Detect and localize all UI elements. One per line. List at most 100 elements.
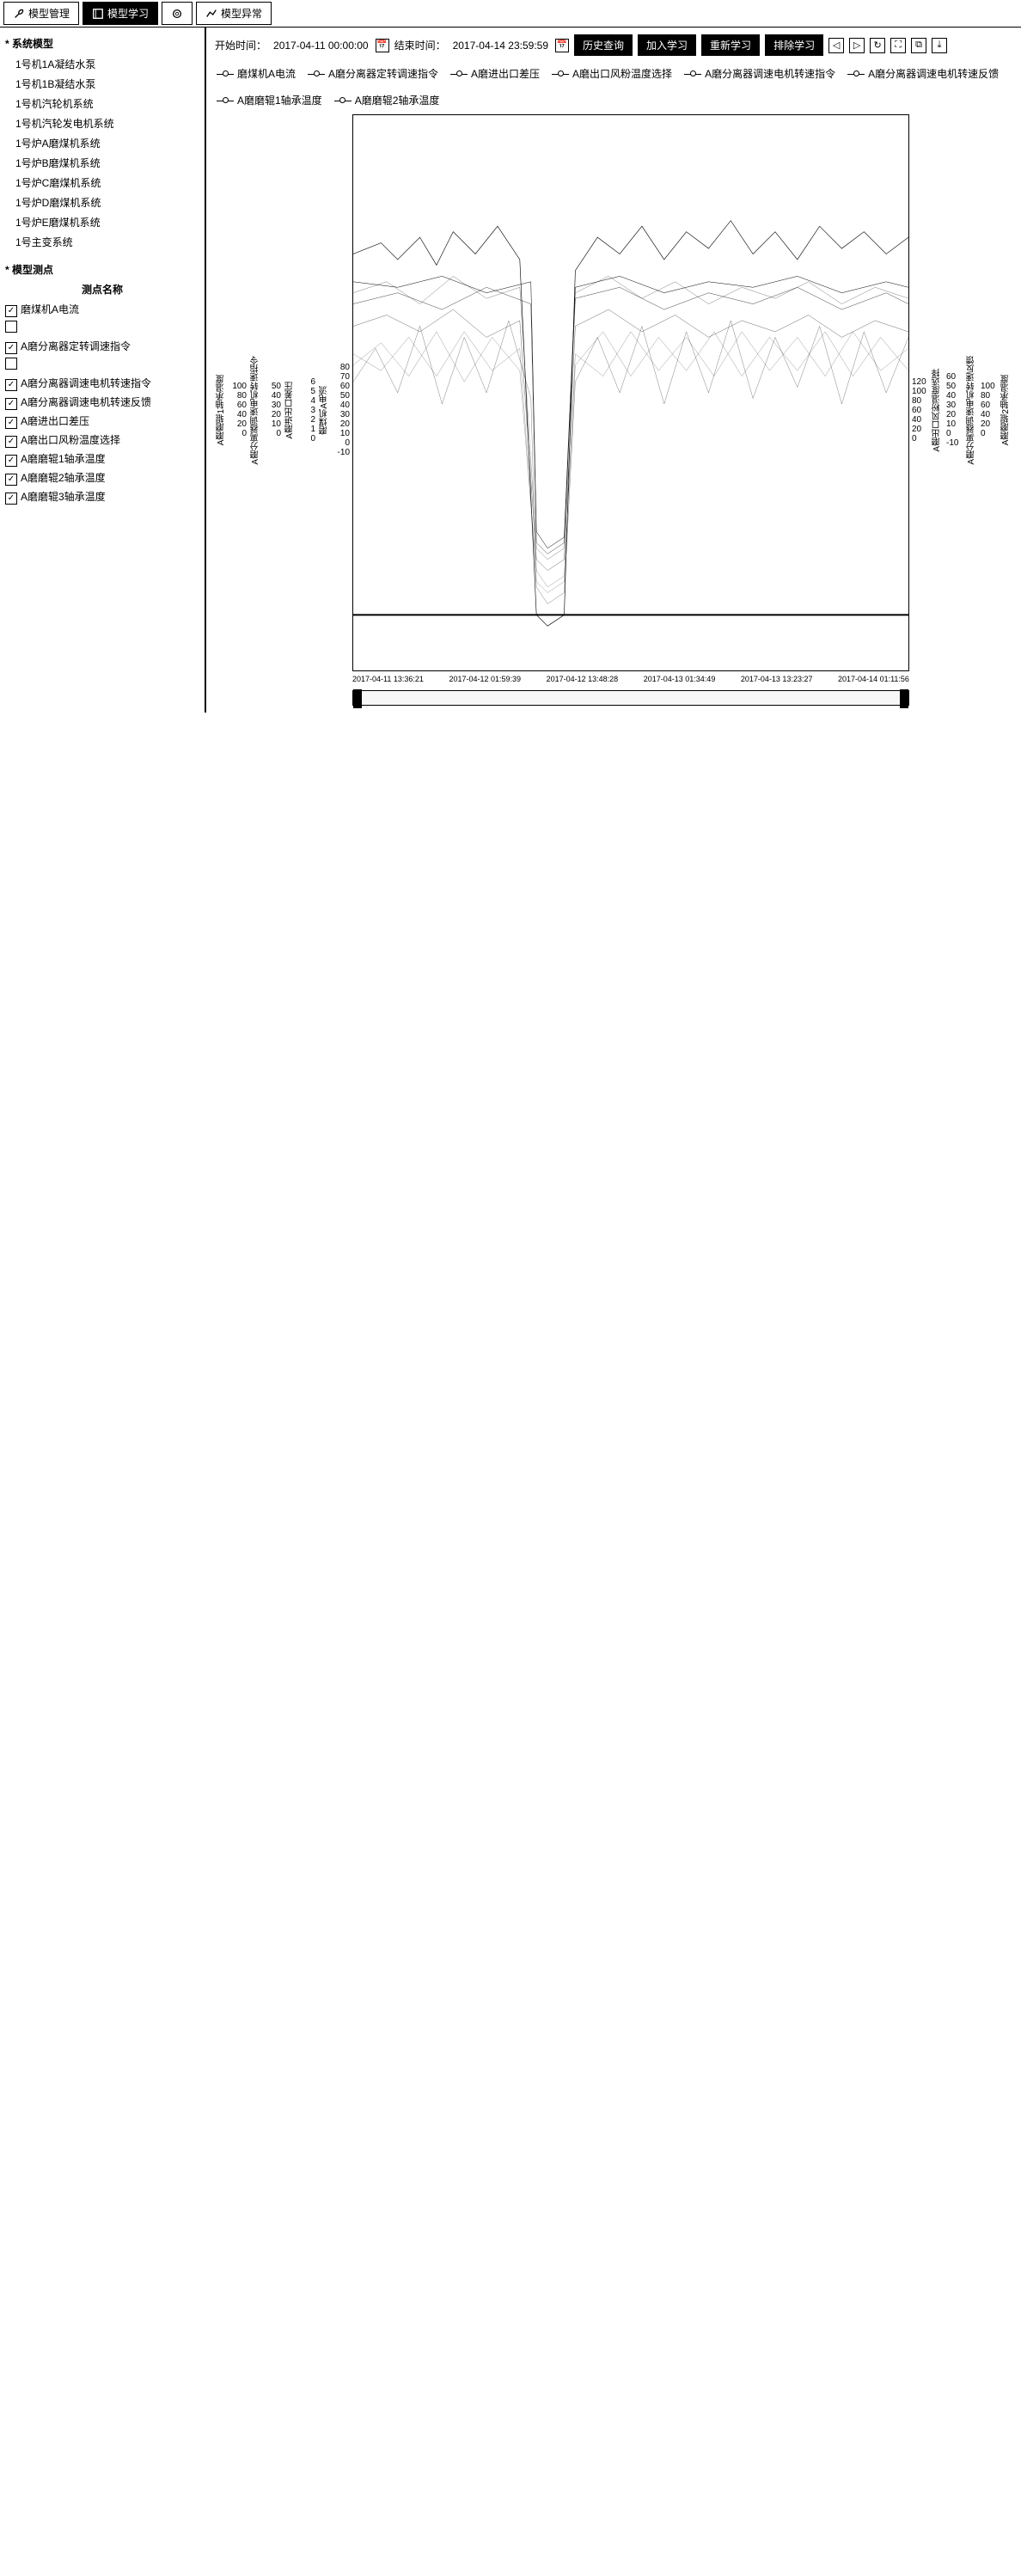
axis-tick: -10 — [338, 448, 350, 457]
axis-tick: 60 — [946, 372, 956, 382]
axis-label: A磨分离器调速电机转速指令 — [249, 354, 262, 467]
arrow-right-icon[interactable]: ▷ — [849, 38, 865, 53]
checkbox-icon[interactable]: ✓ — [5, 436, 17, 448]
checkbox-icon[interactable]: ✓ — [5, 398, 17, 410]
checkbox-icon[interactable]: ✓ — [5, 379, 17, 391]
checkbox-icon[interactable]: ✓ — [5, 342, 17, 354]
slider-handle-right[interactable] — [900, 689, 908, 708]
legend-label: A磨磨辊1轴承温度 — [237, 93, 322, 107]
tab-model-learn[interactable]: 模型学习 — [83, 2, 158, 25]
history-query-button[interactable]: 历史查询 — [574, 34, 633, 56]
tree-item[interactable]: 1号机汽轮发电机系统 — [3, 113, 201, 133]
tree-item[interactable]: 1号机1B凝结水泵 — [3, 74, 201, 94]
legend-marker-icon — [308, 70, 325, 78]
point-name: A磨分离器调速电机转速指令 — [21, 377, 151, 389]
slider-handle-left[interactable] — [353, 689, 362, 708]
axis-tick: 50 — [272, 382, 281, 391]
checkbox-icon[interactable] — [5, 321, 17, 333]
series-line — [353, 276, 908, 548]
axis-tick: 60 — [237, 401, 247, 410]
point-row[interactable]: ✓A磨分离器调速电机转速反馈 — [3, 393, 201, 412]
axis-tick: 5 — [310, 387, 315, 396]
tree-item[interactable]: 1号主变系统 — [3, 232, 201, 252]
y-axis: 6050403020100-10A磨分离器调速电机转速反馈 — [944, 114, 978, 706]
point-name: A磨磨辊2轴承温度 — [21, 472, 106, 484]
checkbox-icon[interactable]: ✓ — [5, 455, 17, 467]
point-row[interactable]: ✓A磨磨辊3轴承温度 — [3, 487, 201, 506]
legend-item[interactable]: 磨煤机A电流 — [217, 66, 296, 81]
time-series-chart[interactable] — [352, 114, 909, 671]
axis-tick: 60 — [981, 401, 990, 410]
checkbox-icon[interactable]: ✓ — [5, 493, 17, 505]
start-time-value: 2017-04-11 00:00:00 — [272, 40, 370, 52]
legend-item[interactable]: A磨分离器定转调速指令 — [308, 66, 438, 81]
point-row[interactable] — [3, 356, 201, 374]
relearn-button[interactable]: 重新学习 — [701, 34, 760, 56]
y-axis: 100806040200A磨磨辊2轴承温度 — [978, 114, 1012, 706]
checkbox-icon[interactable]: ✓ — [5, 417, 17, 429]
tree-item[interactable]: 1号机汽轮机系统 — [3, 94, 201, 113]
legend-item[interactable]: A磨分离器调速电机转速指令 — [684, 66, 835, 81]
tab-settings[interactable] — [162, 2, 193, 25]
axis-tick: 20 — [272, 410, 281, 419]
focus-icon[interactable]: ⧉ — [911, 38, 926, 53]
checkbox-icon[interactable]: ✓ — [5, 305, 17, 317]
tree-item[interactable]: 1号炉E磨煤机系统 — [3, 212, 201, 232]
axis-tick: 70 — [340, 372, 350, 382]
legend-item[interactable]: A磨磨辊1轴承温度 — [217, 93, 322, 107]
tree-item[interactable]: 1号机1A凝结水泵 — [3, 54, 201, 74]
point-row[interactable]: ✓ A磨磨辊2轴承温度 — [3, 468, 201, 487]
point-row[interactable]: ✓A磨出口风粉温度选择 — [3, 431, 201, 450]
arrow-left-icon[interactable]: ◁ — [828, 38, 844, 53]
exclude-learn-button[interactable]: 排除学习 — [765, 34, 823, 56]
legend-item[interactable]: A磨磨辊2轴承温度 — [334, 93, 440, 107]
legend-item[interactable]: A磨出口风粉温度选择 — [552, 66, 672, 81]
expand-icon[interactable]: ⛶ — [890, 38, 906, 53]
system-tree: 1号机1A凝结水泵1号机1B凝结水泵1号机汽轮机系统1号机汽轮发电机系统1号炉A… — [3, 54, 201, 252]
tree-item[interactable]: 1号炉A磨煤机系统 — [3, 133, 201, 153]
point-row[interactable]: ✓磨煤机A电流 — [3, 300, 201, 319]
tree-item[interactable]: 1号炉C磨煤机系统 — [3, 173, 201, 193]
axis-ticks: 50403020100 — [262, 382, 284, 438]
legend-label: A磨分离器定转调速指令 — [328, 66, 438, 81]
axis-tick: 0 — [345, 438, 350, 448]
main-area: * 系统模型 1号机1A凝结水泵1号机1B凝结水泵1号机汽轮机系统1号机汽轮发电… — [0, 28, 1021, 713]
axis-tick: 80 — [237, 391, 247, 401]
tree-item[interactable]: 1号炉D磨煤机系统 — [3, 193, 201, 212]
calendar-icon[interactable]: 📅 — [555, 39, 569, 52]
tree-item[interactable]: 1号炉B磨煤机系统 — [3, 153, 201, 173]
axis-ticks: 100806040200 — [228, 382, 249, 438]
tab-label: 模型管理 — [28, 6, 70, 21]
axis-ticks: 120100806040200 — [909, 377, 931, 444]
point-row[interactable]: ✓ A磨分离器调速电机转速指令 — [3, 374, 201, 393]
reload-icon[interactable]: ↻ — [870, 38, 885, 53]
legend-item[interactable]: A磨进出口差压 — [450, 66, 540, 81]
points-col-header: 测点名称 — [3, 278, 201, 300]
sidebar: * 系统模型 1号机1A凝结水泵1号机1B凝结水泵1号机汽轮机系统1号机汽轮发电… — [0, 28, 206, 713]
axis-tick: 20 — [981, 419, 990, 429]
axis-tick: 40 — [237, 410, 247, 419]
legend-item[interactable]: A磨分离器调速电机转速反馈 — [847, 66, 999, 81]
axis-tick: 100 — [232, 382, 247, 391]
series-line — [353, 287, 908, 554]
point-row[interactable]: ✓A磨分离器定转调速指令 — [3, 337, 201, 356]
calendar-icon[interactable]: 📅 — [376, 39, 389, 52]
checkbox-icon[interactable] — [5, 358, 17, 370]
point-row[interactable]: ✓A磨磨辊1轴承温度 — [3, 450, 201, 468]
axis-tick: 30 — [272, 401, 281, 410]
axis-tick: 100 — [912, 387, 926, 396]
download-icon[interactable]: ⤓ — [932, 38, 947, 53]
point-row[interactable] — [3, 319, 201, 337]
axis-tick: 120 — [912, 377, 926, 387]
axis-tick: 40 — [272, 391, 281, 401]
chart-icon — [205, 8, 217, 20]
add-learn-button[interactable]: 加入学习 — [638, 34, 696, 56]
time-range-slider[interactable] — [352, 690, 909, 706]
point-row[interactable]: ✓A磨进出口差压 — [3, 412, 201, 431]
tab-model-anomaly[interactable]: 模型异常 — [196, 2, 272, 25]
tab-model-manage[interactable]: 模型管理 — [3, 2, 79, 25]
checkbox-icon[interactable]: ✓ — [5, 474, 17, 486]
axis-ticks: 6543210 — [297, 377, 318, 444]
tab-label: 模型异常 — [221, 6, 262, 21]
legend-marker-icon — [552, 70, 569, 78]
